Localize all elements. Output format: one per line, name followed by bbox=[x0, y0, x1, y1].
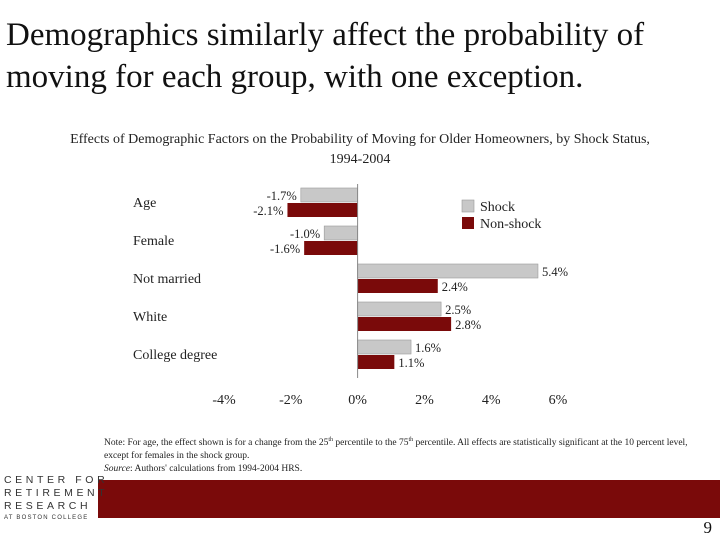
bar-non-shock-1 bbox=[304, 241, 358, 255]
bar-shock-2 bbox=[357, 263, 539, 279]
data-label-non-shock-0: -2.1% bbox=[253, 204, 283, 218]
bar-non-shock-4 bbox=[357, 355, 395, 369]
category-label-age: Age bbox=[133, 196, 156, 211]
note-sup-1: th bbox=[328, 437, 333, 443]
note-text-2: percentile to the 75 bbox=[333, 438, 409, 449]
data-label-shock-4: 1.6% bbox=[415, 341, 441, 355]
data-label-non-shock-2: 2.4% bbox=[442, 280, 468, 294]
x-tick-label-3: 2% bbox=[415, 393, 434, 408]
chart-title: Effects of Demographic Factors on the Pr… bbox=[70, 132, 650, 167]
x-tick-label-2: 0% bbox=[348, 393, 367, 408]
crr-logo: CENTER FOR RETIREMENT RESEARCH AT BOSTON… bbox=[4, 474, 109, 523]
data-label-shock-0: -1.7% bbox=[267, 189, 297, 203]
bar-shock-0 bbox=[300, 187, 358, 203]
legend-label-shock: Shock bbox=[480, 200, 515, 215]
logo-line-2: RETIREMENT bbox=[4, 487, 109, 499]
logo-line-4: AT BOSTON COLLEGE bbox=[4, 515, 89, 521]
data-label-non-shock-4: 1.1% bbox=[398, 356, 424, 370]
x-tick-label-1: -2% bbox=[279, 393, 303, 408]
source-text: : Authors' calculations from 1994-2004 H… bbox=[130, 464, 303, 475]
bar-chart: Age -1.7%-2.1% Female -1.0%-1.6% Not married… bbox=[133, 184, 568, 408]
chart-note: Note: For age, the effect shown is for a… bbox=[104, 434, 710, 476]
note-sup-2: th bbox=[408, 437, 414, 443]
logo-line-1: CENTER FOR bbox=[4, 474, 109, 486]
category-label-white: White bbox=[133, 310, 167, 325]
x-tick-label-4: 4% bbox=[482, 393, 501, 408]
source-label: Source bbox=[104, 464, 131, 475]
bar-non-shock-2 bbox=[357, 279, 438, 293]
footer-bar bbox=[98, 480, 720, 518]
data-label-non-shock-3: 2.8% bbox=[455, 318, 481, 332]
category-label-not-married: Not married bbox=[133, 272, 201, 287]
logo-line-3: RESEARCH bbox=[4, 500, 92, 512]
legend-swatch-shock bbox=[461, 199, 475, 213]
x-tick-label-0: -4% bbox=[212, 393, 236, 408]
category-label-female: Female bbox=[133, 234, 174, 249]
x-tick-label-5: 6% bbox=[549, 393, 568, 408]
bar-shock-3 bbox=[357, 301, 442, 317]
bar-non-shock-3 bbox=[357, 317, 452, 331]
note-text-3: percentile. All effects are statisticall… bbox=[104, 438, 688, 462]
data-label-non-shock-1: -1.6% bbox=[270, 242, 300, 256]
bar-shock-4 bbox=[357, 339, 412, 355]
data-label-shock-2: 5.4% bbox=[542, 265, 568, 279]
data-label-shock-3: 2.5% bbox=[445, 303, 471, 317]
legend-label-non-shock: Non-shock bbox=[480, 217, 541, 232]
bar-non-shock-0 bbox=[287, 203, 358, 217]
data-label-shock-1: -1.0% bbox=[290, 227, 320, 241]
slide-title: Demographics similarly affect the probab… bbox=[6, 17, 645, 95]
note-text-1: Note: For age, the effect shown is for a… bbox=[104, 438, 329, 449]
legend-swatch-non-shock bbox=[462, 217, 474, 229]
category-label-college-degree: College degree bbox=[133, 348, 217, 363]
bar-shock-1 bbox=[323, 225, 358, 241]
page-number: 9 bbox=[703, 518, 713, 537]
